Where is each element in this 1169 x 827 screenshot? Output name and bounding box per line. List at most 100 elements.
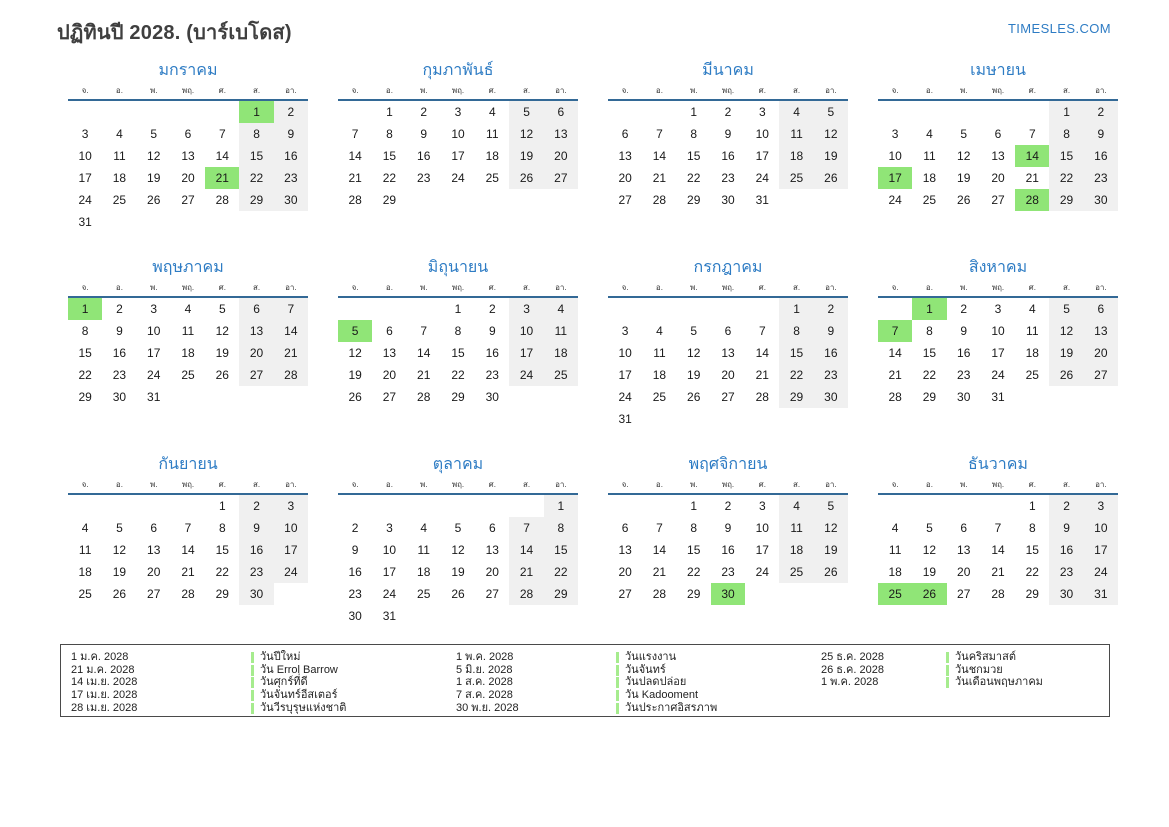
month-title[interactable]: พฤษภาคม (152, 259, 224, 276)
day-cell: 10 (273, 517, 308, 539)
legend-holiday-name: วันศุกร์ที่ดี (251, 677, 456, 689)
legend-holiday-name: วันปีใหม่ (251, 652, 456, 664)
month-block: กุมภาพันธ์ จ. อ. พ. พฤ. ศ. ส. อา. 1 2 3 4 5 6 7 8 9 10 11 1… (338, 62, 578, 211)
holiday-color-bar (251, 702, 254, 714)
day-cell: 19 (348, 368, 362, 382)
day-cell: 12 (1049, 320, 1084, 342)
empty-day-cell (981, 101, 1015, 123)
day-cell: 12 (215, 324, 229, 338)
day-cell: 5 (150, 127, 158, 141)
day-cell: 14 (417, 346, 431, 360)
day-cell: 27 (618, 193, 632, 207)
weekday-label: พ. (959, 86, 968, 95)
month-days: 1 2 3 4 5 6 7 8 9 10 11 12 13 14 15 16 17 18 19 20 21 22 23 24 2… (608, 298, 848, 430)
month-title[interactable]: พฤศจิกายน (688, 456, 768, 473)
day-cell: 18 (779, 539, 814, 561)
empty-day-cell (912, 495, 946, 517)
month-title[interactable]: เมษายน (970, 62, 1026, 79)
weekday-label: อ. (385, 86, 393, 95)
month-title[interactable]: กันยายน (158, 456, 218, 473)
day-cell: 27 (991, 193, 1005, 207)
day-cell: 20 (1083, 342, 1118, 364)
month-title[interactable]: ธันวาคม (968, 456, 1028, 473)
month-title[interactable]: กรกฎาคม (693, 259, 763, 276)
day-cell: 16 (957, 346, 971, 360)
day-cell: 8 (218, 521, 226, 535)
day-cell: 30 (957, 390, 971, 404)
day-cell: 4 (116, 127, 123, 141)
day-cell: 28 (181, 587, 195, 601)
day-cell: 7 (420, 324, 428, 338)
day-cell: 27 (382, 390, 397, 404)
day-cell: 31 (755, 193, 769, 207)
day-cell: 10 (991, 324, 1005, 338)
empty-day-cell (711, 298, 745, 320)
empty-day-cell (137, 495, 171, 517)
month-block: เมษายน จ. อ. พ. พฤ. ศ. ส. อา. 1 2 3 4 5 6 7 8 9 10 11 12 13 1… (878, 62, 1118, 211)
day-cell: 11 (779, 517, 814, 539)
page-header: ปฏิทินปี 2028. (บาร์เบโดส) TIMESLES.COM (0, 0, 1169, 48)
day-cell: 2 (239, 495, 274, 517)
day-cell: 6 (239, 298, 274, 320)
day-cell: 27 (181, 193, 195, 207)
legend-holiday-name: วันคริสมาสต์ (946, 652, 1109, 664)
weekday-label: พฤ. (181, 283, 195, 292)
holiday-day-cell: 26 (912, 583, 947, 605)
day-cell: 17 (755, 543, 769, 557)
day-cell: 3 (386, 521, 393, 535)
day-cell: 30 (721, 193, 735, 207)
day-cell: 4 (891, 521, 899, 535)
day-cell: 24 (618, 390, 632, 404)
day-cell: 20 (382, 368, 397, 382)
empty-day-cell (509, 386, 543, 408)
site-link[interactable]: TIMESLES.COM (1007, 21, 1111, 36)
weekday-label: ส. (1063, 86, 1071, 95)
legend-holiday-name: วันวีรบุรุษแห่งชาติ (251, 702, 456, 714)
day-cell: 18 (779, 145, 814, 167)
month-title[interactable]: มกราคม (158, 62, 218, 79)
day-cell: 15 (78, 346, 92, 360)
day-cell: 30 (813, 386, 848, 408)
day-cell: 4 (926, 127, 933, 141)
day-cell: 15 (687, 543, 701, 557)
month-title[interactable]: มิถุนายน (427, 259, 489, 276)
day-cell: 16 (1083, 145, 1118, 167)
day-cell: 1 (779, 298, 814, 320)
day-cell: 12 (957, 149, 971, 163)
day-cell: 3 (758, 105, 766, 119)
day-cell: 9 (1083, 123, 1118, 145)
weekday-label: ส. (1063, 480, 1071, 489)
day-cell: 28 (652, 587, 667, 601)
day-cell: 1 (218, 499, 226, 513)
day-cell: 7 (994, 521, 1002, 535)
month-title[interactable]: ตุลาคม (432, 456, 484, 473)
weekday-header-row: จ. อ. พ. พฤ. ศ. ส. อา. (608, 480, 848, 495)
month-title[interactable]: กุมภาพันธ์ (422, 62, 494, 79)
month-title[interactable]: มีนาคม (702, 62, 754, 79)
weekday-label: อา. (825, 86, 837, 95)
month-days: 1 2 3 4 5 6 7 8 9 10 11 12 13 14 15 16 17 18 19 20 21 22 23 24 2… (68, 495, 308, 605)
empty-day-cell (642, 101, 676, 123)
empty-day-cell (441, 495, 475, 517)
legend-holiday-name: วันเดือนพฤษภาคม (946, 676, 1109, 689)
day-cell: 24 (273, 561, 308, 583)
day-cell: 17 (509, 342, 544, 364)
day-cell: 1 (690, 499, 698, 513)
day-cell: 22 (382, 171, 397, 185)
weekday-label: พฤ. (991, 480, 1005, 489)
weekday-label: พฤ. (451, 480, 465, 489)
month-block: มีนาคม จ. อ. พ. พฤ. ศ. ส. อา. 1 2 3 4 5 6 7 8 9 10 11 12 13 1… (608, 62, 848, 211)
day-cell: 17 (147, 346, 161, 360)
empty-day-cell (642, 298, 676, 320)
day-cell: 2 (724, 105, 732, 119)
month-title[interactable]: สิงหาคม (968, 259, 1028, 276)
empty-day-cell (878, 101, 912, 123)
legend-holiday-label: วันเดือนพฤษภาคม (955, 676, 1043, 689)
day-cell: 30 (273, 189, 308, 211)
day-cell: 1 (690, 105, 698, 119)
day-cell: 15 (687, 149, 701, 163)
day-cell: 24 (888, 193, 902, 207)
empty-day-cell (407, 495, 441, 517)
day-cell: 12 (813, 123, 848, 145)
day-cell: 23 (813, 364, 848, 386)
